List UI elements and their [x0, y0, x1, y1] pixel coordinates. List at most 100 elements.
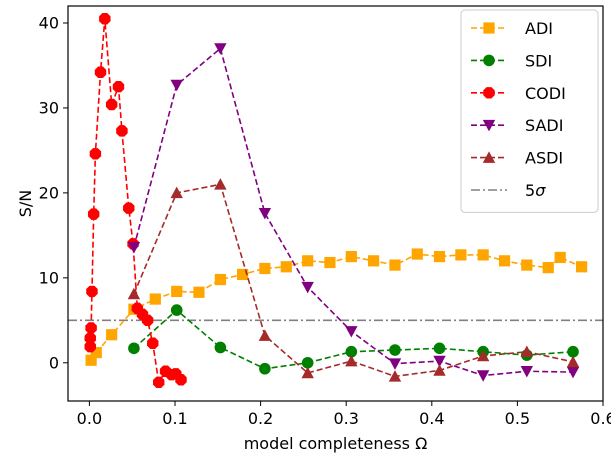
- axes-frame: [67, 5, 604, 402]
- data-point-adi: [455, 249, 467, 261]
- legend-item-adi: ADI: [471, 19, 553, 38]
- series-line-asdi: [133, 183, 574, 378]
- data-point-adi: [214, 273, 226, 286]
- data-point-asdi: [476, 349, 490, 362]
- legend-marker-codi: [483, 87, 495, 99]
- data-point-sadi: [127, 241, 141, 254]
- y-axis-label: S/N: [16, 190, 35, 218]
- data-point-adi: [324, 256, 336, 269]
- plot-content: [68, 13, 603, 389]
- data-point-adi: [280, 261, 292, 273]
- legend-label-sdi: SDI: [525, 51, 552, 70]
- legend-item-asdi: ASDI: [471, 149, 563, 168]
- data-point-adi: [85, 354, 97, 366]
- axes: 0.0 0.1 0.2 0.3 0.4 0.5 0.6 0 10 20 30 40: [39, 5, 611, 428]
- legend-marker-sadi: [482, 119, 496, 132]
- legend-item-sadi: SADI: [471, 116, 563, 135]
- data-point-adi: [106, 329, 118, 341]
- data-point-adi: [259, 262, 271, 275]
- data-point-asdi: [433, 364, 446, 376]
- data-point-sadi: [258, 207, 272, 220]
- y-tick-label: 30: [39, 98, 59, 117]
- data-point-asdi: [520, 345, 534, 358]
- y-tick-label: 20: [39, 183, 59, 202]
- x-tick-label: 0.6: [590, 409, 611, 428]
- x-tick-label: 0.0: [77, 409, 102, 428]
- series-asdi: [127, 178, 580, 382]
- data-point-codi: [105, 98, 118, 111]
- data-point-adi: [367, 255, 380, 267]
- x-tick-label: 0.2: [248, 409, 273, 428]
- data-point-adi: [345, 250, 357, 263]
- x-tick-label: 0.4: [419, 409, 444, 428]
- data-point-asdi: [301, 366, 314, 379]
- data-point-sdi: [170, 304, 183, 316]
- data-point-adi: [477, 249, 489, 261]
- legend-item-sdi: SDI: [471, 51, 552, 70]
- series-adi: [85, 248, 588, 366]
- data-point-sadi: [388, 358, 402, 370]
- data-point-sdi: [433, 342, 446, 355]
- data-point-codi: [123, 202, 135, 214]
- data-point-codi: [141, 314, 154, 327]
- legend-label-asdi: ASDI: [525, 149, 563, 168]
- data-point-codi: [84, 332, 96, 344]
- data-point-codi: [87, 208, 100, 220]
- data-point-asdi: [127, 287, 141, 300]
- legend-marker-adi: [483, 22, 495, 34]
- data-point-sdi: [214, 341, 227, 354]
- data-point-codi: [116, 125, 128, 137]
- legend-label-5sigma: 5σ: [525, 181, 546, 200]
- legend-label-sadi: SADI: [525, 116, 563, 135]
- y-tick-label: 10: [39, 268, 59, 287]
- data-point-adi: [521, 259, 533, 271]
- data-point-asdi: [566, 355, 580, 368]
- plot-area: [68, 13, 603, 389]
- series-codi: [84, 13, 187, 389]
- data-point-codi: [175, 374, 187, 386]
- data-point-sdi: [301, 356, 314, 369]
- data-point-asdi: [170, 186, 183, 199]
- data-point-adi: [498, 255, 511, 267]
- legend-marker-sdi: [483, 54, 495, 67]
- x-tick-label: 0.3: [333, 409, 358, 428]
- data-point-sdi: [259, 362, 271, 375]
- data-point-sdi: [389, 344, 401, 356]
- data-point-adi: [90, 346, 102, 359]
- data-point-adi: [411, 248, 423, 260]
- data-point-adi: [576, 261, 588, 273]
- data-point-sadi: [214, 43, 227, 55]
- data-point-sadi: [520, 365, 534, 378]
- legend-marker-asdi: [482, 151, 496, 163]
- data-point-asdi: [258, 329, 272, 341]
- data-point-codi: [153, 376, 165, 389]
- series-sdi: [128, 304, 579, 375]
- legend: ADI SDI CODI SADI ASDI 5σ: [460, 9, 599, 213]
- data-point-asdi: [214, 178, 227, 190]
- x-tick-label: 0.5: [505, 409, 530, 428]
- legend-label-adi: ADI: [525, 19, 553, 38]
- legend-box: [460, 9, 599, 213]
- series-sadi: [127, 43, 580, 382]
- y-tick-label: 0: [49, 353, 59, 372]
- data-point-sadi: [476, 370, 490, 382]
- x-tick-label: 0.1: [162, 409, 187, 428]
- y-tick-label: 40: [39, 13, 59, 32]
- x-axis-label: model completeness Ω: [244, 434, 428, 453]
- data-point-codi: [85, 322, 97, 334]
- data-point-adi: [237, 268, 249, 281]
- data-point-asdi: [345, 354, 358, 367]
- data-point-adi: [171, 285, 183, 298]
- data-point-codi: [112, 80, 125, 93]
- data-point-sadi: [566, 366, 580, 379]
- data-point-asdi: [388, 370, 402, 382]
- data-point-adi: [149, 293, 161, 305]
- data-point-codi: [86, 285, 98, 298]
- data-point-sdi: [567, 345, 579, 358]
- data-point-codi: [99, 13, 111, 25]
- data-point-adi: [302, 255, 314, 267]
- data-point-sadi: [433, 355, 446, 368]
- series-line-codi: [89, 18, 182, 385]
- data-point-codi: [89, 148, 102, 160]
